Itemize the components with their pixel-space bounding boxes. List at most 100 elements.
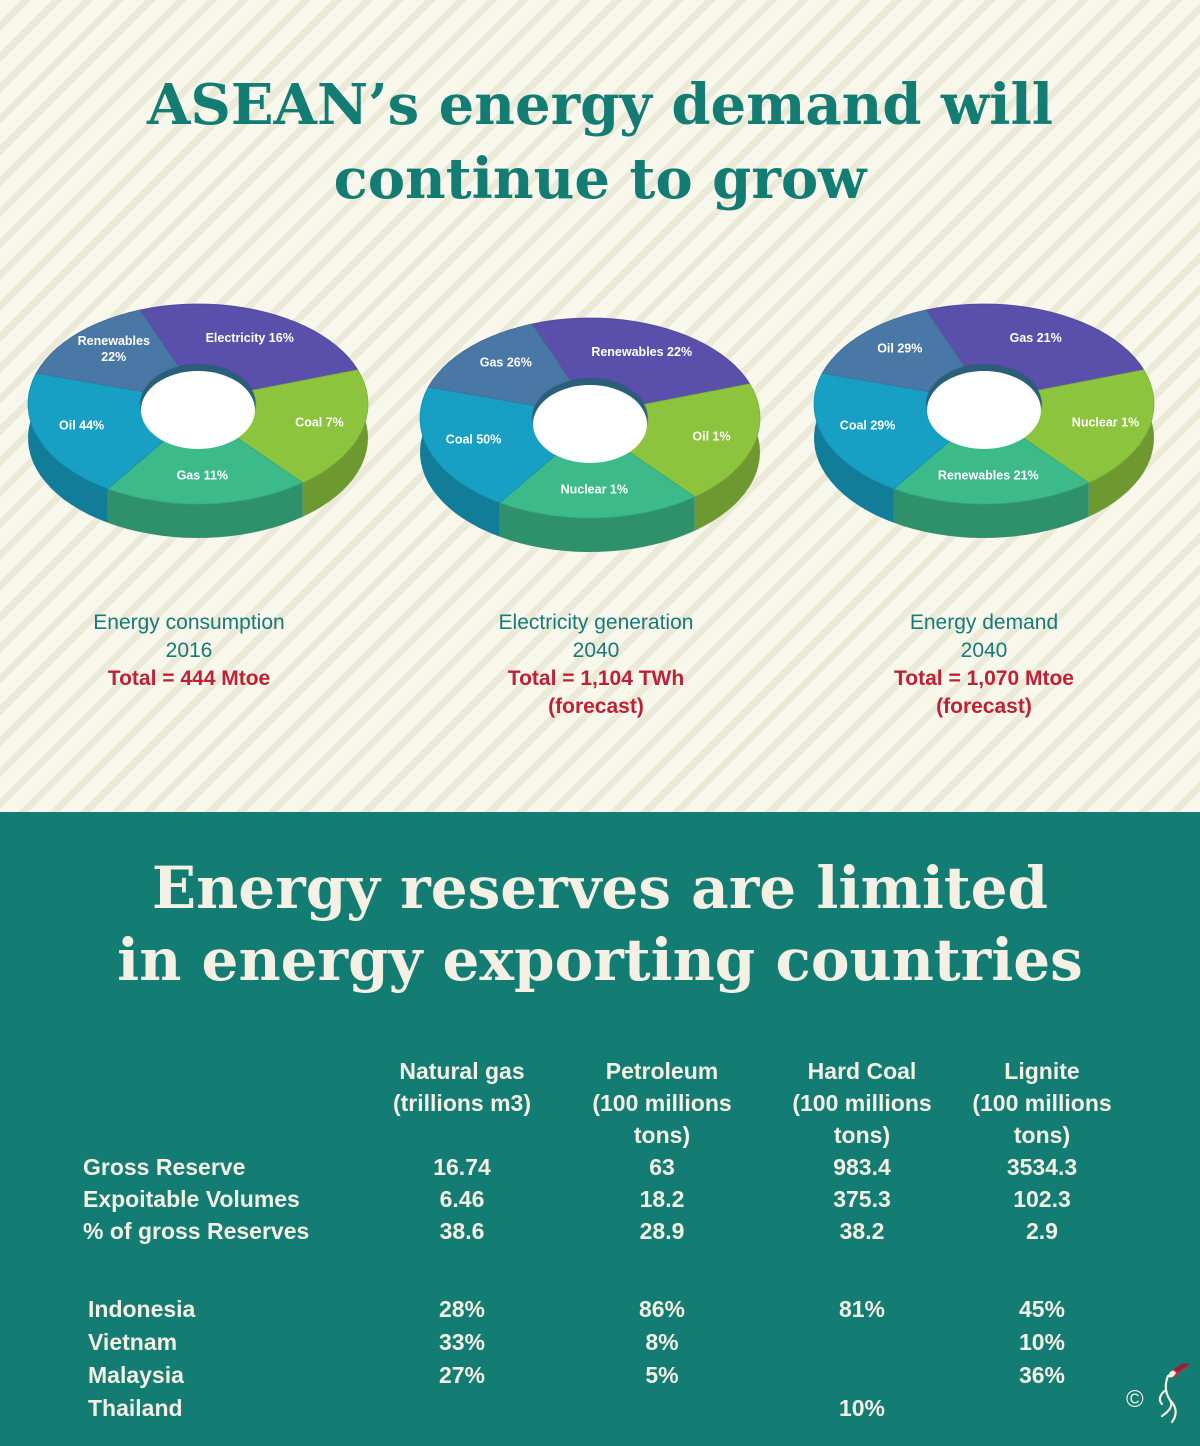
donut-slice-5 (821, 309, 965, 393)
donut-wall-3 (893, 482, 1089, 538)
caption-total: Total = 1,070 Mtoe (894, 667, 1074, 690)
caption-title: Energy demand (909, 611, 1059, 634)
table-row-label: Gross Reserve (83, 1154, 246, 1180)
column-header-line: Petroleum (605, 1058, 719, 1084)
table-cell: 28.9 (639, 1218, 685, 1244)
donut-chart-electricity-2040: Renewables 22% Oil 1% Nuclear 1% Coal 50% Ga… (412, 290, 792, 605)
country-cell: 27% (438, 1362, 486, 1388)
caption-note: (forecast) (936, 695, 1032, 718)
donut-wall-2 (694, 383, 760, 531)
donut-wall-4 (28, 373, 108, 523)
donut-wall-3 (107, 482, 303, 538)
donut-slice-label: Renewables 22% (78, 334, 150, 364)
donut-chart-demand-2040: Gas 21% Nuclear 1% Renewables 21% Coal 29% O… (806, 276, 1186, 591)
country-cell: 81% (838, 1296, 886, 1322)
donut-slice-label: Nuclear 1% (1072, 415, 1139, 429)
reserves-title: Energy reserves are limited in energy ex… (0, 852, 1200, 996)
donut-wall-2 (302, 369, 368, 517)
donut-wall-2 (1088, 369, 1154, 517)
caption-total: Total = 1,104 TWh (507, 667, 685, 690)
country-cell: 10% (838, 1395, 886, 1421)
table-cell: 18.2 (639, 1186, 685, 1212)
table-cell: 375.3 (833, 1186, 891, 1212)
caption-consumption: Energy consumption 2016 Total = 444 Mtoe (19, 609, 359, 693)
table-row-label: % of gross Reserves (83, 1218, 310, 1244)
headline: ASEAN’s energy demand will continue to g… (0, 68, 1200, 216)
donut-slice-label: Oil 44% (59, 418, 104, 432)
country-cell: 33% (438, 1329, 486, 1355)
caption-note: (forecast) (548, 695, 644, 718)
caption-title: Electricity generation (498, 611, 694, 634)
reserves-title-line2: in energy exporting countries (117, 926, 1083, 994)
column-header-natural-gas: Natural gas (trillions m3) (362, 1055, 562, 1119)
table-cell: 38.6 (439, 1218, 485, 1244)
column-header-line: Lignite (1004, 1058, 1080, 1084)
country-cell: 8% (645, 1329, 679, 1355)
country-cell: 45% (1018, 1296, 1066, 1322)
column-header-line: tons) (1013, 1122, 1071, 1148)
table-cell: 16.74 (433, 1154, 491, 1180)
column-header-line: (100 millions (792, 1090, 932, 1116)
table-cell: 3534.3 (1006, 1154, 1078, 1180)
donut-slice-label: Coal 7% (295, 415, 344, 429)
column-header-line: tons) (633, 1122, 691, 1148)
donut-wall-4 (814, 373, 894, 523)
headline-line1: ASEAN’s energy demand will (146, 72, 1054, 138)
table-cell: 2.9 (1026, 1218, 1058, 1244)
column-header-lignite: Lignite (100 millions tons) (942, 1055, 1142, 1151)
donut-slice-label-line: 22% (101, 350, 126, 364)
caption-demand: Energy demand 2040 Total = 1,070 Mtoe (f… (814, 609, 1154, 721)
donut-slice-5 (427, 323, 571, 407)
caption-electricity: Electricity generation 2040 Total = 1,10… (426, 609, 766, 721)
column-header-line: Hard Coal (807, 1058, 917, 1084)
table-cell: 102.3 (1013, 1186, 1071, 1212)
country-label: Malaysia (88, 1362, 184, 1388)
country-cell: 28% (438, 1296, 486, 1322)
column-header-hard-coal: Hard Coal (100 millions tons) (762, 1055, 962, 1151)
donut-slice-label: Coal 29% (840, 418, 896, 432)
country-label: Indonesia (88, 1296, 196, 1322)
column-header-petroleum: Petroleum (100 millions tons) (562, 1055, 762, 1151)
country-cell: 10% (1018, 1329, 1066, 1355)
donut-slice-label: Oil 29% (877, 341, 922, 355)
column-header-line: (100 millions (592, 1090, 732, 1116)
column-header-line: (trillions m3) (392, 1090, 531, 1116)
country-cell: 36% (1018, 1362, 1066, 1388)
donut-hole (141, 371, 255, 449)
caption-total: Total = 444 Mtoe (107, 667, 271, 690)
donut-slice-label: Electricity 16% (206, 331, 294, 345)
table-cell: 6.46 (439, 1186, 485, 1212)
table-cell: 63 (649, 1154, 675, 1180)
donut-slice-label: Nuclear 1% (561, 482, 628, 496)
donut-hole (533, 385, 647, 463)
donut-wall-3 (499, 496, 695, 552)
table-cell: 983.4 (833, 1154, 891, 1180)
reserves-title-line1: Energy reserves are limited (151, 854, 1049, 922)
column-header-line: Natural gas (399, 1058, 525, 1084)
bird-logo-icon (1158, 1363, 1190, 1424)
donut-svg: Gas 21% Nuclear 1% Renewables 21% Coal 29% O… (813, 303, 1155, 538)
donut-wall-4 (420, 387, 500, 537)
donut-slice-label: Oil 1% (692, 429, 730, 443)
column-header-line: (100 millions (972, 1090, 1112, 1116)
donut-slice-label: Renewables 21% (938, 468, 1039, 482)
column-header-line: tons) (833, 1122, 891, 1148)
donut-slice-label: Renewables 22% (591, 345, 692, 359)
caption-title: Energy consumption (93, 611, 285, 634)
donut-slice-5 (35, 309, 179, 393)
donut-hole (927, 371, 1041, 449)
caption-year: 2040 (960, 639, 1008, 662)
caption-year: 2040 (572, 639, 620, 662)
donut-slice-label-line: Renewables (78, 334, 150, 348)
caption-year: 2016 (165, 639, 213, 662)
country-cell: 86% (638, 1296, 686, 1322)
copyright-symbol: © (1126, 1386, 1144, 1413)
donut-slice-label: Gas 21% (1010, 331, 1062, 345)
table-cell: 38.2 (839, 1218, 885, 1244)
donut-slice-label: Coal 50% (446, 432, 502, 446)
country-label: Vietnam (88, 1329, 178, 1355)
donut-svg: Electricity 16% Coal 7% Gas 11% Oil 44% Rene… (27, 303, 369, 538)
donut-svg: Renewables 22% Oil 1% Nuclear 1% Coal 50% Ga… (419, 317, 761, 552)
country-label: Thailand (88, 1395, 183, 1421)
country-cell: 5% (645, 1362, 679, 1388)
